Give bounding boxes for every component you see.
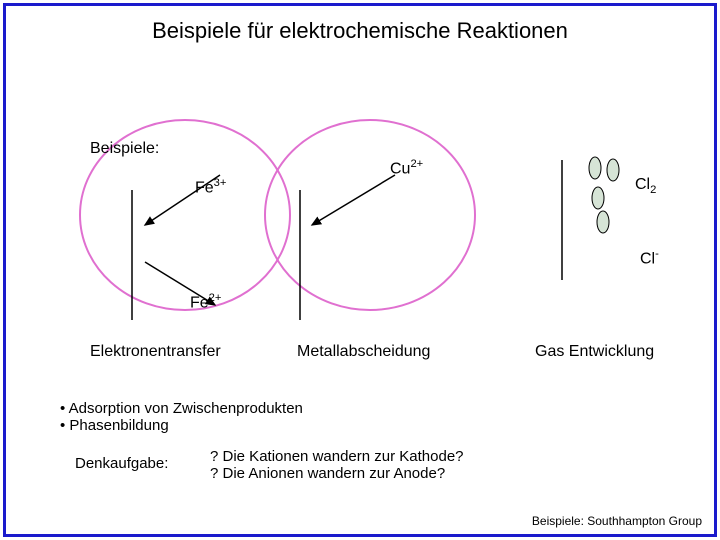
- denkaufgabe-questions: ? Die Kationen wandern zur Kathode? ? Di…: [210, 448, 464, 482]
- species-fe2: Fe2+: [190, 292, 221, 312]
- bullet-a: • Adsorption von Zwischenprodukten: [60, 400, 303, 417]
- question-1: ? Die Kationen wandern zur Kathode?: [210, 448, 464, 465]
- species-cl-minus: Cl-: [640, 248, 659, 268]
- caption-right: Gas Entwicklung: [535, 343, 654, 361]
- section-label: Beispiele:: [90, 140, 159, 158]
- caption-middle: Metallabscheidung: [297, 343, 430, 361]
- species-fe3: Fe3+: [195, 177, 226, 197]
- species-cl2: Cl2: [635, 176, 656, 196]
- bullet-b: • Phasenbildung: [60, 417, 303, 434]
- bullet-list: • Adsorption von Zwischenprodukten • Pha…: [60, 400, 303, 434]
- denkaufgabe-label: Denkaufgabe:: [75, 455, 168, 472]
- slide-title: Beispiele für elektrochemische Reaktione…: [0, 18, 720, 44]
- caption-left: Elektronentransfer: [90, 343, 221, 361]
- species-cu2: Cu2+: [390, 158, 423, 178]
- question-2: ? Die Anionen wandern zur Anode?: [210, 465, 464, 482]
- source-credit: Beispiele: Southhampton Group: [532, 514, 702, 528]
